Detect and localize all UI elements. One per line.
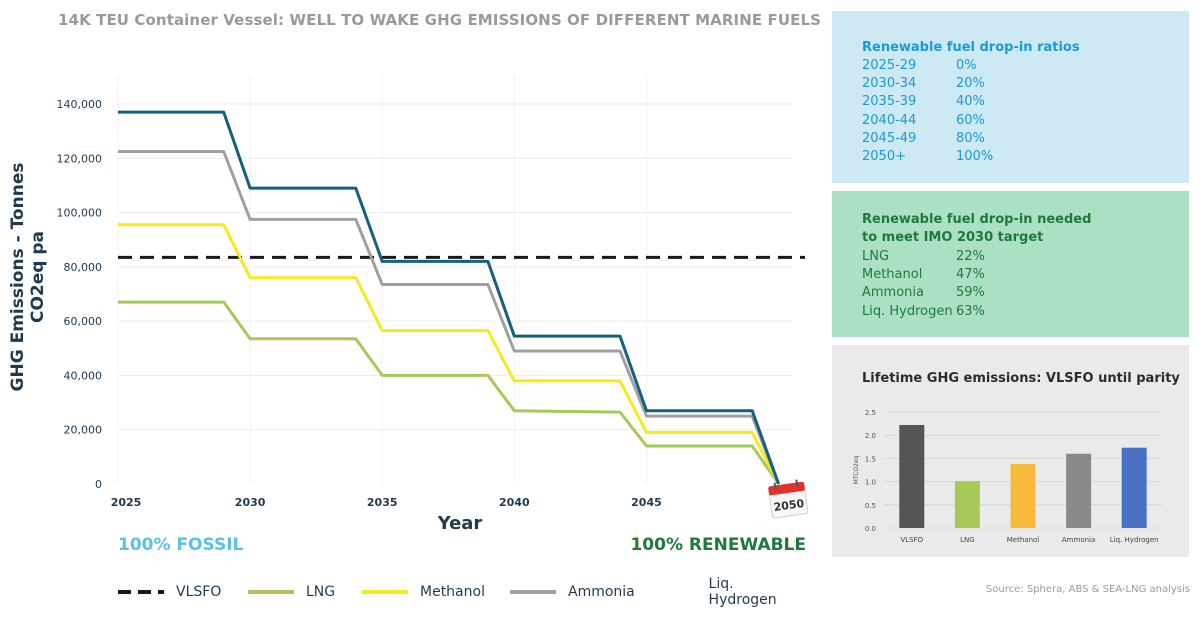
dropin-value: 63% [956, 303, 985, 319]
bar-lng [954, 481, 980, 528]
imo-target-heading-line1: Renewable fuel drop-in needed [862, 212, 1092, 227]
list-item: Liq. Hydrogen 63% [862, 303, 985, 321]
period-label: 2025-29 [862, 58, 917, 73]
mini-y-tick-label: 0.0 [865, 525, 876, 533]
series-line-methanol [118, 223, 780, 485]
y-tick-label: 60,000 [64, 315, 103, 328]
period-label: 2050+ [862, 149, 906, 165]
imo-target-list: LNG 22% Methanol 47% Ammonia 59% Liq. Hydro… [862, 248, 985, 321]
ratio-value: 60% [956, 112, 985, 128]
mini-x-tick-label: LNG [960, 536, 975, 544]
legend-swatch-liq-hydrogen [660, 590, 697, 594]
mini-y-tick-label: 2.0 [865, 432, 876, 440]
series-line-ammonia [118, 150, 780, 485]
mini-y-tick-label: 1.0 [865, 479, 876, 487]
bar-ammonia [1066, 453, 1092, 528]
legend-swatch-ammonia [510, 590, 556, 594]
legend-label-liq-hydrogen: Liq. Hydrogen [708, 576, 777, 608]
list-item: 2045-49 80% [862, 130, 993, 148]
dropin-value: 47% [956, 267, 985, 283]
legend-label-ammonia: Ammonia [568, 584, 635, 600]
fuel-label: Liq. Hydrogen [862, 303, 953, 319]
drop-in-ratios-list: 2025-29 0% 2030-34 20% 2035-39 40% 2040-44 6… [862, 57, 993, 166]
drop-in-ratios-heading: Renewable fuel drop-in ratios [862, 40, 1080, 55]
legend-item-lng: LNG [248, 582, 335, 602]
imo-target-heading-line2: to meet IMO 2030 target [862, 230, 1044, 245]
y-tick-label: 20,000 [64, 424, 103, 437]
imo-target-heading: Renewable fuel drop-in needed to meet IM… [862, 211, 1162, 247]
ratio-value: 100% [956, 149, 994, 165]
x-tick-label: 2035 [367, 496, 398, 509]
legend-swatch-lng [248, 590, 294, 594]
list-item: 2040-44 60% [862, 112, 993, 130]
ratio-value: 80% [956, 130, 985, 146]
imo-target-panel: Renewable fuel drop-in needed to meet IM… [832, 191, 1189, 337]
mini-y-axis-label: MTCO2eq [853, 455, 860, 484]
period-label: 2035-39 [862, 94, 917, 110]
bar-liq-hydrogen [1121, 447, 1147, 528]
drop-in-ratios-panel: Renewable fuel drop-in ratios 2025-29 0% … [832, 11, 1189, 183]
period-label: 2040-44 [862, 112, 917, 128]
legend-item-methanol: Methanol [362, 582, 485, 602]
mini-y-tick-label: 2.5 [865, 409, 876, 417]
x-axis-label: Year [437, 513, 483, 534]
ratio-value: 40% [956, 94, 985, 110]
y-axis-label: GHG Emissions - Tonnes CO2eq pa [8, 162, 48, 392]
period-label: 2045-49 [862, 130, 917, 146]
x-tick-label: 2025 [111, 496, 142, 509]
calendar-icon: 2050 [766, 478, 810, 520]
renewable-label: 100% RENEWABLE [630, 535, 806, 555]
lifetime-chart-title: Lifetime GHG emissions: VLSFO until pari… [862, 371, 1180, 386]
mini-x-tick-label: Liq. Hydrogen [1110, 536, 1159, 544]
list-item: 2025-29 0% [862, 57, 993, 75]
list-item: 2035-39 40% [862, 93, 993, 111]
legend-item-ammonia: Ammonia [510, 582, 635, 602]
list-item: 2030-34 20% [862, 75, 993, 93]
legend-swatch-methanol [362, 590, 408, 594]
series-line-liq-hydrogen [118, 110, 781, 485]
chart-title: 14K TEU Container Vessel: WELL TO WAKE G… [58, 11, 822, 29]
list-item: 2050+ 100% [862, 148, 993, 166]
mini-y-tick-label: 1.5 [865, 455, 876, 463]
list-item: LNG 22% [862, 248, 985, 266]
y-tick-label: 100,000 [57, 207, 103, 220]
mini-x-tick-label: Ammonia [1062, 536, 1095, 544]
y-tick-label: 120,000 [57, 152, 103, 165]
legend-label-lng: LNG [306, 584, 336, 600]
legend-label-vlsfo: VLSFO [176, 584, 222, 600]
x-tick-label: 2045 [631, 496, 662, 509]
legend-label-methanol: Methanol [420, 584, 485, 600]
series-line-lng [118, 300, 780, 485]
fuel-label: Ammonia [862, 285, 924, 301]
ratio-value: 0% [956, 58, 977, 73]
y-tick-label: 140,000 [57, 98, 103, 111]
list-item: Methanol 47% [862, 266, 985, 284]
bar-vlsfo [899, 424, 925, 528]
main-line-chart: 0 20,000 40,000 60,000 80,000 100,000 120,000 1… [57, 75, 805, 509]
ratio-value: 20% [956, 76, 985, 92]
mini-y-tick-label: 0.5 [865, 502, 876, 510]
dropin-value: 22% [956, 249, 985, 264]
y-tick-label: 40,000 [64, 369, 103, 382]
source-note: Source: Sphera, ABS & SEA-LNG analysis [985, 584, 1190, 595]
legend-item-vlsfo: VLSFO [118, 582, 221, 602]
fuel-label: Methanol [862, 267, 923, 283]
x-tick-label: 2040 [499, 496, 530, 509]
mini-x-tick-label: VLSFO [900, 536, 923, 544]
legend-swatch-vlsfo [118, 590, 164, 594]
x-tick-label: 2030 [235, 496, 266, 509]
lifetime-bar-chart: 0.0 0.5 1.0 1.5 2.0 2.5 MTCO2eq VLSFO LNG Methano… [853, 409, 1162, 544]
calendar-year: 2050 [773, 497, 805, 514]
dropin-value: 59% [956, 285, 985, 301]
y-tick-label: 80,000 [64, 261, 103, 274]
lifetime-emissions-panel: Lifetime GHG emissions: VLSFO until pari… [832, 345, 1189, 557]
bar-methanol [1010, 463, 1036, 528]
period-label: 2030-34 [862, 76, 917, 92]
fossil-label: 100% FOSSIL [118, 535, 244, 555]
y-tick-label: 0 [95, 478, 102, 491]
mini-x-tick-label: Methanol [1007, 536, 1040, 544]
list-item: Ammonia 59% [862, 284, 985, 302]
fuel-label: LNG [862, 249, 890, 264]
legend-item-liq-hydrogen: Liq. Hydrogen [660, 576, 786, 608]
